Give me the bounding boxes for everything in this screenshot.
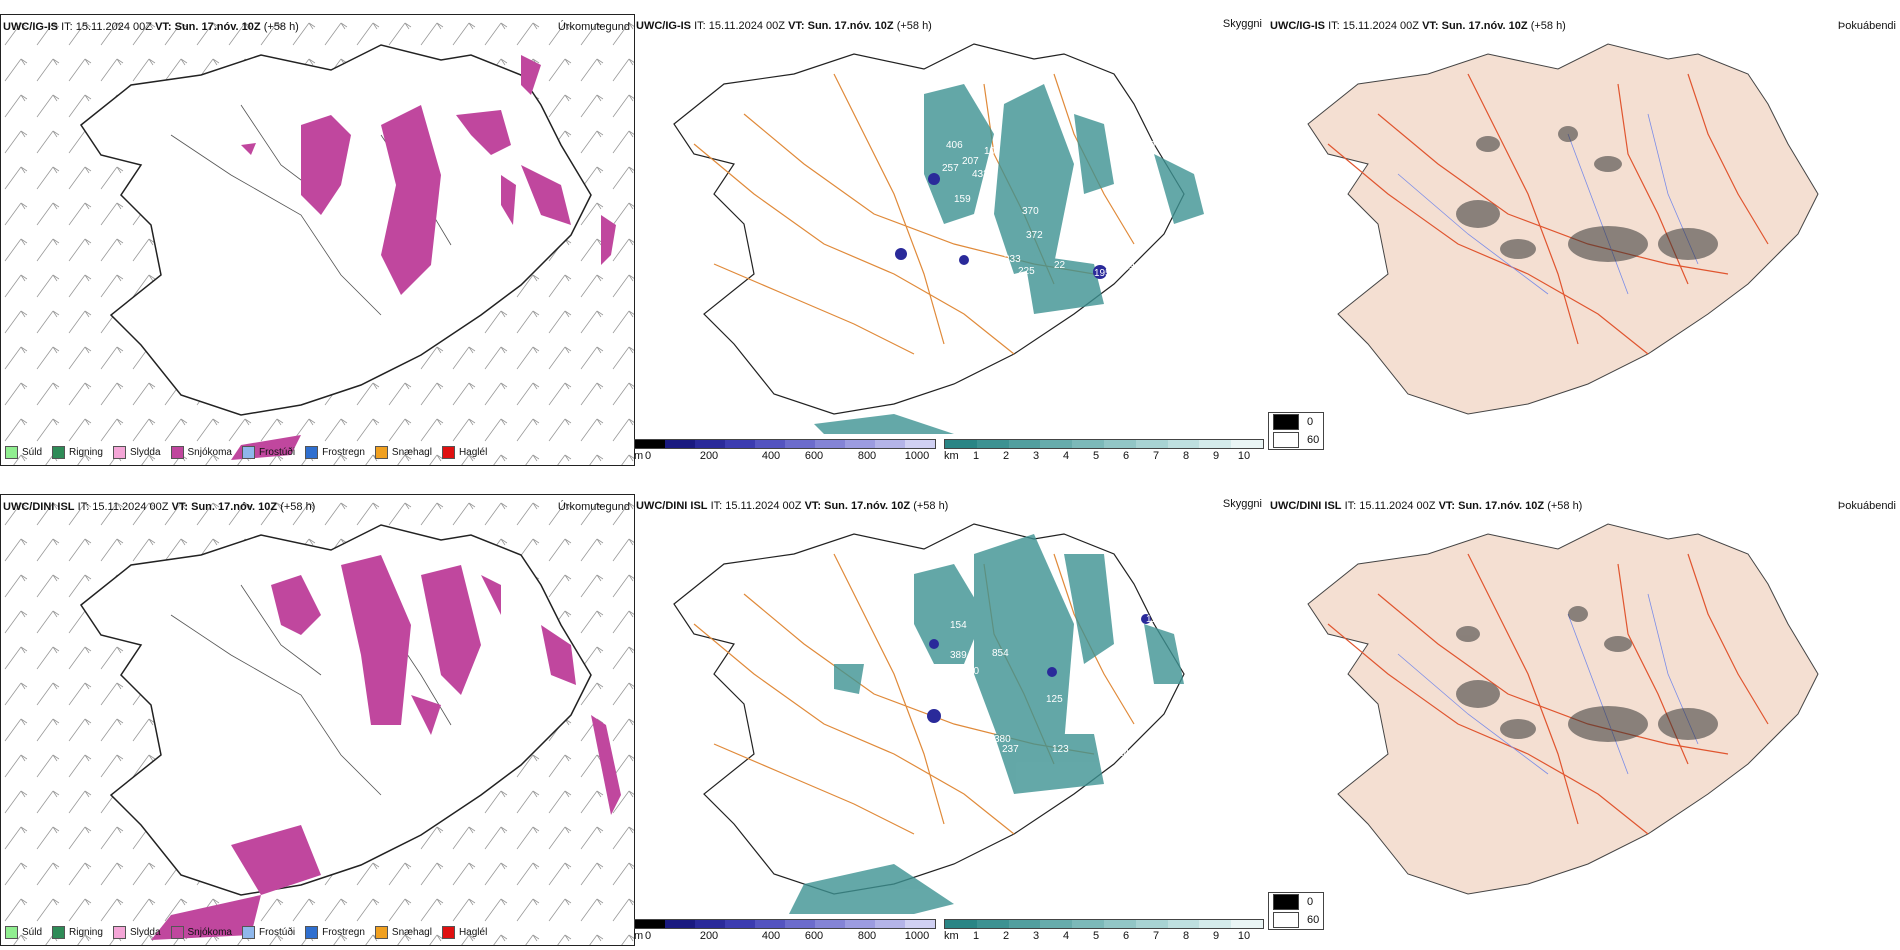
legend-swatch — [52, 926, 66, 939]
visibility-unit: km — [944, 450, 959, 462]
header: UWC/DINI ISL IT: 15.11.2024 00Z VT: Sun.… — [1270, 500, 1583, 512]
cloud-label: 41 — [1180, 642, 1192, 653]
ceiling-ticks: 0 200 400 600 800 1000 — [644, 930, 930, 942]
cloud-label: 285 — [954, 232, 971, 243]
iceland-outline — [79, 44, 592, 416]
cloud-label: 117 — [1146, 614, 1162, 625]
legend-swatch — [52, 446, 66, 459]
cloud-label: 406 — [946, 140, 963, 151]
legend-swatch — [305, 926, 319, 939]
header: UWC/IG-IS IT: 15.11.2024 00Z VT: Sun. 17… — [636, 20, 932, 32]
fog-map-2 — [1307, 523, 1819, 895]
cloud-label: 389 — [950, 650, 967, 661]
panel-title: Skyggni — [1222, 498, 1262, 510]
visibility-bar — [944, 919, 1264, 929]
precip-legend: Súld Rigning Slydda Snjókoma Frostúði Fr… — [5, 446, 487, 459]
cloud-label: 399 — [1098, 748, 1115, 759]
visibility-bar — [944, 439, 1264, 449]
panel-title: Skyggni — [1222, 18, 1262, 30]
header: UWC/IG-IS IT: 15.11.2024 00Z VT: Sun. 17… — [3, 21, 299, 33]
legend-swatch — [170, 926, 184, 939]
cloud-label: 207 — [962, 156, 979, 167]
fog-legend-1: 0 60 — [1268, 412, 1324, 450]
cloud-label: 125 — [1046, 694, 1063, 705]
cloud-label: 389 — [1120, 163, 1137, 174]
cloud-label: 380 — [994, 734, 1011, 745]
cloud-label: 154 — [950, 620, 967, 631]
cloud-label: 159 — [954, 194, 971, 205]
visibility-ticks: 1 2 3 4 5 6 7 8 9 10 — [972, 450, 1251, 462]
cloud-label: 246 — [1118, 748, 1135, 759]
ceiling-unit: m — [634, 450, 644, 462]
ceiling-ticks: 0 200 400 600 800 1000 — [644, 450, 930, 462]
precip-legend: Súld Rigning Slydda Snjókoma Frostúði Fr… — [5, 926, 487, 939]
legend-swatch — [241, 926, 255, 939]
cloud-map-1: 406 257 207 10 433 159 370 389 60 372 28… — [673, 43, 1204, 434]
cloud-map-2: 154 389 854 10 117 41 125 110 24 380 237… — [673, 523, 1192, 914]
panel-title: Úrkomutegund — [557, 21, 630, 33]
fog-map-1 — [1307, 43, 1819, 415]
cloud-label: 233 — [1004, 254, 1021, 265]
panel-title: Þokuábendi — [1837, 20, 1896, 32]
cloud-label: 225 — [1018, 266, 1035, 277]
ceiling-bar — [634, 439, 936, 449]
fog-legend-2: 0 60 — [1268, 892, 1324, 930]
precip-panel-1: UWC/IG-IS IT: 15.11.2024 00Z VT: Sun. 17… — [0, 14, 635, 466]
cloud-label: 195 — [1094, 268, 1111, 279]
legend-swatch — [5, 926, 18, 939]
legend-swatch — [305, 446, 319, 459]
legend-swatch — [5, 446, 18, 459]
cloud-label: 370 — [1022, 206, 1039, 217]
fog-panel-1: UWC/IG-IS IT: 15.11.2024 00Z VT: Sun. 17… — [1268, 14, 1898, 464]
cloud-label: 163 — [1118, 262, 1135, 273]
ceiling-bar — [634, 919, 936, 929]
cloud-label: 372 — [1026, 230, 1043, 241]
ceiling-unit: m — [634, 930, 644, 942]
legend-swatch — [112, 926, 126, 939]
legend-swatch — [112, 446, 126, 459]
cloud-panel-2: 154 389 854 10 117 41 125 110 24 380 237… — [634, 494, 1264, 944]
visibility-ticks: 1 2 3 4 5 6 7 8 9 10 — [972, 930, 1251, 942]
legend-swatch — [441, 926, 455, 939]
visibility-unit: km — [944, 930, 959, 942]
cloud-label: 60 — [1144, 140, 1156, 151]
cloud-label: 324 — [944, 246, 961, 257]
header: UWC/DINI ISL IT: 15.11.2024 00Z VT: Sun.… — [3, 501, 316, 513]
legend-swatch — [241, 446, 255, 459]
precip-map-1 — [1, 15, 634, 465]
cloud-label: 10 — [984, 146, 996, 157]
header: UWC/IG-IS IT: 15.11.2024 00Z VT: Sun. 17… — [1270, 20, 1566, 32]
cloud-label: 237 — [1002, 744, 1019, 755]
header: UWC/DINI ISL IT: 15.11.2024 00Z VT: Sun.… — [636, 500, 949, 512]
fog-panel-2: UWC/DINI ISL IT: 15.11.2024 00Z VT: Sun.… — [1268, 494, 1898, 944]
cloud-label: 433 — [972, 169, 989, 180]
cloud-label: 24 — [900, 722, 912, 733]
cloud-label: 123 — [1052, 744, 1069, 755]
cloud-panel-1: 406 257 207 10 433 159 370 389 60 372 28… — [634, 14, 1264, 464]
precip-panel-2: UWC/DINI ISL IT: 15.11.2024 00Z VT: Sun.… — [0, 494, 635, 946]
panel-title: Þokuábendi — [1837, 500, 1896, 512]
cloud-label: 110 — [956, 714, 972, 725]
legend-swatch — [170, 446, 184, 459]
precip-map-2 — [1, 495, 634, 945]
panel-title: Úrkomutegund — [557, 501, 630, 513]
cloud-label: 854 — [992, 648, 1009, 659]
cloud-label: 22 — [1054, 260, 1066, 271]
legend-swatch — [441, 446, 455, 459]
legend-swatch — [374, 926, 388, 939]
cloud-label: 10 — [968, 666, 980, 677]
cloud-label: 257 — [942, 163, 959, 174]
legend-swatch — [374, 446, 388, 459]
